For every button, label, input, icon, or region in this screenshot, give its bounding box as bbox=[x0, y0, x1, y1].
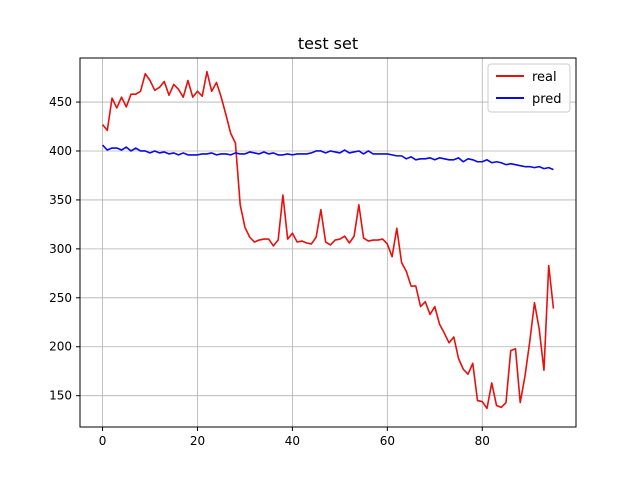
legend-label-real: real bbox=[532, 70, 557, 85]
y-tick-label: 150 bbox=[49, 389, 72, 403]
chart-title: test set bbox=[298, 34, 358, 53]
plot-frame bbox=[79, 57, 577, 428]
legend-label-pred: pred bbox=[532, 92, 562, 107]
x-tick-label: 20 bbox=[190, 434, 205, 448]
grid bbox=[80, 58, 576, 427]
y-tick-label: 350 bbox=[49, 193, 72, 207]
axis-ticks: 0 20 40 60 80 150 200 250 300 350 400 450 bbox=[49, 95, 490, 448]
x-tick-label: 0 bbox=[99, 434, 107, 448]
series-line-pred bbox=[101, 144, 554, 171]
legend: real pred bbox=[487, 63, 571, 113]
y-tick-label: 400 bbox=[49, 144, 72, 158]
y-tick-label: 450 bbox=[49, 95, 72, 109]
series-layer bbox=[101, 70, 555, 410]
x-tick-label: 60 bbox=[380, 434, 395, 448]
series-line-real bbox=[101, 70, 555, 410]
x-tick-label: 80 bbox=[475, 434, 490, 448]
y-tick-label: 250 bbox=[49, 291, 72, 305]
y-tick-label: 300 bbox=[49, 242, 72, 256]
y-tick-label: 200 bbox=[49, 340, 72, 354]
x-tick-label: 40 bbox=[285, 434, 300, 448]
